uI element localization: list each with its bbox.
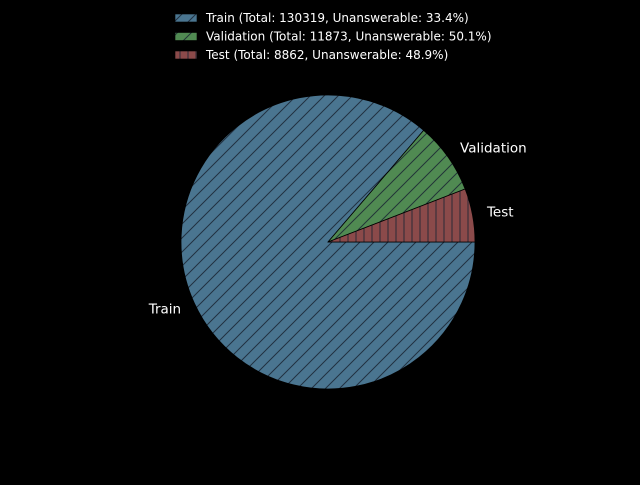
pie-slices (180, 94, 476, 390)
legend-swatch-validation (174, 32, 198, 41)
legend-entry-validation: Validation (Total: 11873, Unanswerable: … (174, 30, 492, 44)
legend-swatch-test (174, 50, 198, 60)
legend-entry-train: Train (Total: 130319, Unanswerable: 33.4… (174, 11, 469, 25)
legend-entry-test: Test (Total: 8862, Unanswerable: 48.9%) (174, 48, 448, 62)
legend-text-test: Test (Total: 8862, Unanswerable: 48.9%) (205, 48, 448, 62)
slice-label-train: Train (148, 302, 181, 318)
pie-labels: Train Validation Test (148, 141, 527, 318)
legend-text-train: Train (Total: 130319, Unanswerable: 33.4… (205, 11, 469, 25)
pie-slice-test (327, 188, 476, 243)
slice-label-test: Test (486, 204, 514, 220)
legend-text-validation: Validation (Total: 11873, Unanswerable: … (206, 30, 492, 44)
legend-swatch-train (174, 13, 198, 23)
legend: Train (Total: 130319, Unanswerable: 33.4… (174, 11, 492, 62)
slice-label-validation: Validation (460, 141, 527, 157)
